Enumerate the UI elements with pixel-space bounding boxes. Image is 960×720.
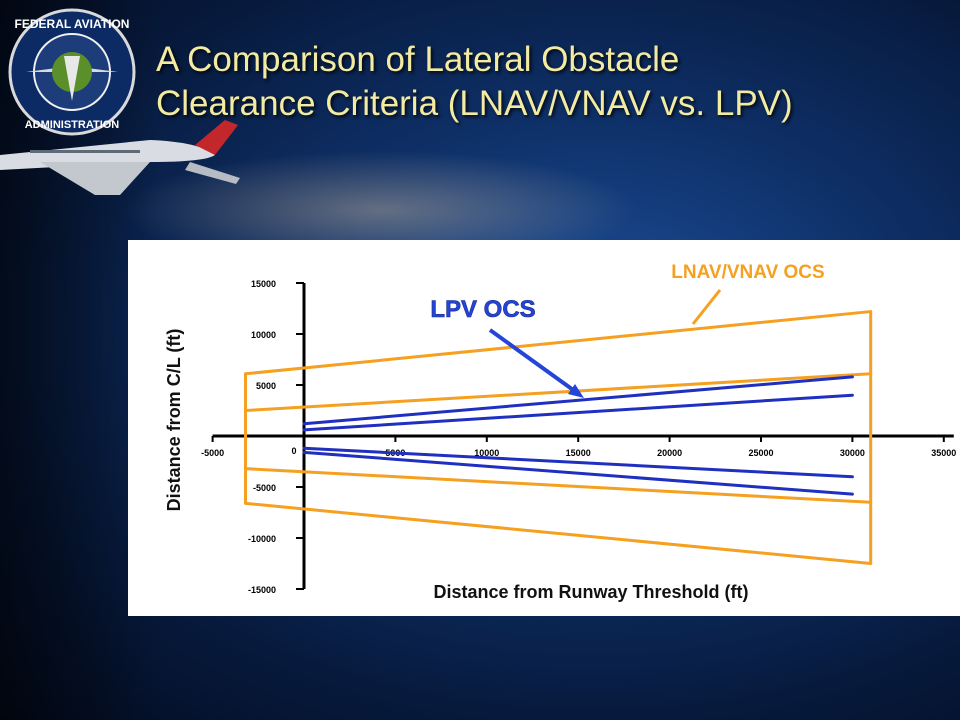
lnav-vnav-arrow xyxy=(691,289,722,325)
chart-panel: 15000100005000-5000-10000-15000-50000500… xyxy=(128,240,960,616)
x-tick-label: 15000 xyxy=(566,448,591,458)
x-tick-label: 10000 xyxy=(474,448,499,458)
lpv-arrow xyxy=(488,328,578,394)
lpv-boundary xyxy=(302,393,854,432)
lnav-vnav-boundary xyxy=(244,372,873,412)
x-axis-title: Distance from Runway Threshold (ft) xyxy=(433,582,748,602)
x-tick-label: 20000 xyxy=(657,448,682,458)
y-tick-label: -15000 xyxy=(248,585,276,595)
lnav-vnav-boundary xyxy=(244,501,873,565)
lnav-vnav-annotation: LNAV/VNAV OCS xyxy=(671,262,824,283)
slide-title: A Comparison of Lateral Obstacle Clearan… xyxy=(156,38,946,126)
y-tick-label: -10000 xyxy=(248,534,276,544)
lpv-annotation: LPV OCS xyxy=(430,296,535,323)
svg-text:FEDERAL AVIATION: FEDERAL AVIATION xyxy=(15,17,130,31)
lpv-arrowhead xyxy=(568,384,584,398)
x-tick-label: 0 xyxy=(291,446,296,456)
chart-svg: 15000100005000-5000-10000-15000-50000500… xyxy=(164,262,956,602)
lnav-vnav-boundary xyxy=(244,467,873,504)
title-line-2: Clearance Criteria (LNAV/VNAV vs. LPV) xyxy=(156,84,793,123)
lpv-boundary xyxy=(302,446,854,479)
x-tick-label: 25000 xyxy=(748,448,773,458)
airplane-image xyxy=(0,120,240,195)
lnav-vnav-boundary xyxy=(244,310,873,376)
x-tick-label: 35000 xyxy=(931,448,956,458)
y-tick-label: 15000 xyxy=(251,279,276,289)
y-tick-label: 10000 xyxy=(251,330,276,340)
lpv-boundary xyxy=(302,375,854,426)
title-line-1: A Comparison of Lateral Obstacle xyxy=(156,40,680,79)
x-tick-label: -5000 xyxy=(201,448,224,458)
faa-seal-icon: FEDERAL AVIATION ADMINISTRATION xyxy=(8,8,136,136)
y-tick-label: 5000 xyxy=(256,381,276,391)
x-tick-label: 30000 xyxy=(840,448,865,458)
svg-text:ADMINISTRATION: ADMINISTRATION xyxy=(25,119,120,131)
lpv-boundary xyxy=(302,450,854,496)
y-tick-label: -5000 xyxy=(253,483,276,493)
y-axis-title: Distance from C/L (ft) xyxy=(164,329,184,512)
